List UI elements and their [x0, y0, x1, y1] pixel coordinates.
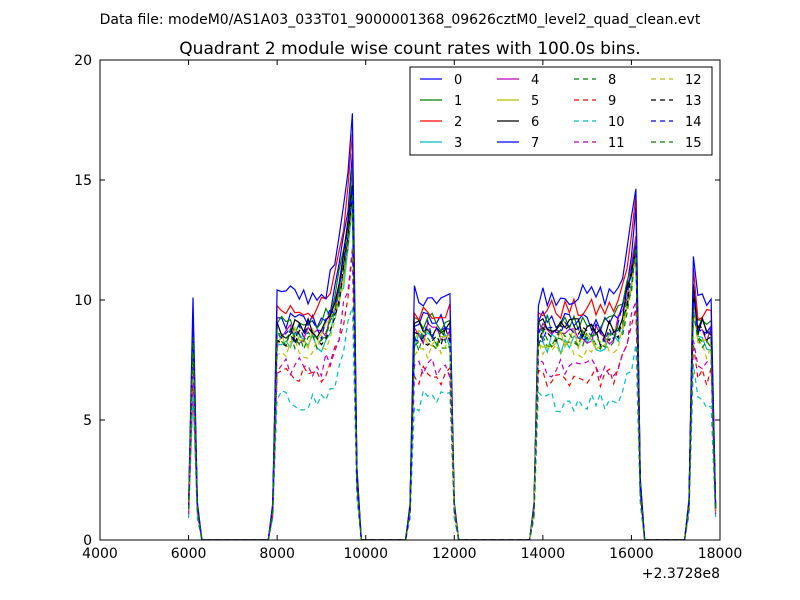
legend-label-1: 1	[454, 94, 462, 109]
x-tick-label: 8000	[259, 546, 295, 562]
legend-label-2: 2	[454, 115, 462, 130]
legend-label-14: 14	[685, 115, 702, 130]
legend-label-4: 4	[531, 73, 539, 88]
x-axis-offset-label: +2.3728e8	[642, 566, 720, 582]
x-tick-label: 18000	[698, 546, 743, 562]
x-tick-label: 4000	[82, 546, 118, 562]
figure-suptitle: Data file: modeM0/AS1A03_033T01_90000013…	[100, 12, 701, 28]
x-tick-label: 14000	[521, 546, 566, 562]
legend-label-10: 10	[608, 115, 625, 130]
y-tick-label: 5	[83, 413, 92, 429]
y-tick-label: 10	[74, 293, 92, 309]
series-line-15	[188, 194, 717, 540]
legend-label-3: 3	[454, 136, 462, 151]
legend-label-15: 15	[685, 136, 702, 151]
legend-label-8: 8	[608, 73, 616, 88]
legend-label-5: 5	[531, 94, 539, 109]
legend-label-11: 11	[608, 136, 625, 151]
legend-label-7: 7	[531, 136, 539, 151]
chart-title: Quadrant 2 module wise count rates with …	[179, 39, 640, 59]
legend-label-6: 6	[531, 115, 539, 130]
y-tick-label: 15	[74, 173, 92, 189]
legend-label-13: 13	[685, 94, 702, 109]
x-tick-label: 6000	[171, 546, 207, 562]
axis-ticks: 4000 6000 8000 10000 12000 14000 16000 18000 0 5 1…	[74, 53, 742, 562]
y-tick-label: 0	[83, 533, 92, 549]
legend-label-12: 12	[685, 73, 702, 88]
series-line-7	[188, 113, 717, 540]
y-tick-label: 20	[74, 53, 92, 69]
series-line-14	[188, 188, 717, 540]
series-layer	[188, 113, 717, 540]
legend-label-9: 9	[608, 94, 616, 109]
legend-box	[409, 66, 713, 156]
legend-label-0: 0	[454, 73, 462, 88]
x-tick-label: 16000	[609, 546, 654, 562]
x-tick-label: 10000	[343, 546, 388, 562]
x-tick-label: 12000	[432, 546, 477, 562]
